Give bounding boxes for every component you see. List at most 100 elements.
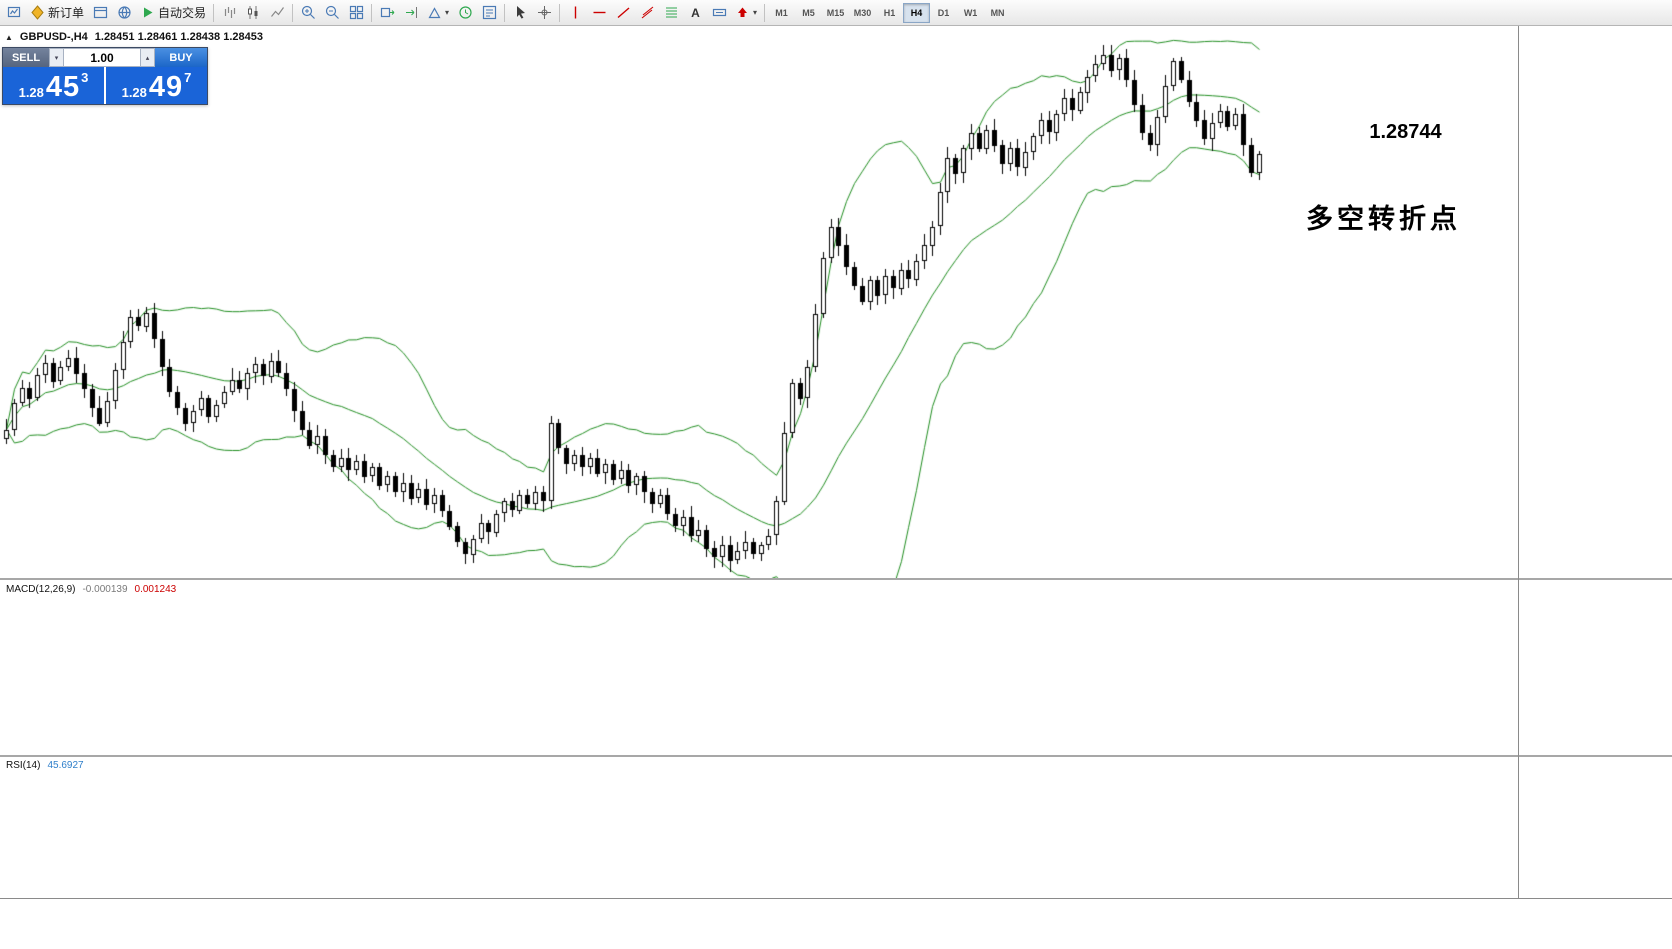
macd-name: MACD(12,26,9) [6,584,76,595]
arrowshape-icon [735,5,750,20]
chevron-down-icon: ▾ [54,54,59,62]
window-icon [93,5,108,20]
candlestick-mode-button[interactable] [241,2,265,24]
turning-point-text[interactable]: 多空转折点 [1306,204,1461,234]
timeframe-d1-button[interactable]: D1 [937,7,950,18]
rsi-panel-canvas[interactable] [0,757,1518,897]
chart-shift-button[interactable] [399,2,423,24]
channel-icon [640,5,655,20]
price-scale-border [1518,26,1519,899]
trendline-tool-button[interactable] [611,2,635,24]
panel-splitter-macd[interactable] [0,578,1672,580]
timeframe-m1-button[interactable]: M1 [775,7,788,18]
crosshair-icon [537,5,552,20]
toolbar-separator [559,3,561,22]
vertical-line-tool-button[interactable] [563,2,587,24]
buy-price-pip: 7 [184,70,192,85]
buy-button[interactable]: BUY [155,48,207,67]
zoom-in-button[interactable] [296,2,320,24]
play-icon [140,5,155,20]
timeframe-w1-button[interactable]: W1 [963,7,978,18]
chart-add-icon [7,5,22,20]
crosshair-button[interactable] [532,2,556,24]
bars-icon [222,5,237,20]
volume-up-button[interactable]: ▴ [140,48,155,67]
fibonacci-tool-button[interactable] [659,2,683,24]
data-window-button[interactable] [112,2,136,24]
sell-price-small: 1.28 [18,85,44,100]
linechart-icon [270,5,285,20]
vline-icon [568,5,583,20]
main-toolbar: 新订单 自动交易 ▾ A ▾ M1 M5 M15 M30 H1 H4 D1 W1 MN [0,0,1672,26]
zoom-out-button[interactable] [320,2,344,24]
new-chart-button[interactable] [2,2,26,24]
time-axis-line [0,898,1672,899]
sell-button[interactable]: SELL [3,48,49,67]
arrows-tool-button[interactable]: ▾ [731,2,761,24]
new-order-button[interactable]: 新订单 [26,2,88,24]
rsi-value: 45.6927 [47,760,84,771]
textA-icon: A [688,5,703,20]
text-label-tool-button[interactable] [707,2,731,24]
templates-button[interactable] [477,2,501,24]
zoomin-icon [301,5,316,20]
auto-scroll-button[interactable] [375,2,399,24]
macd-panel-canvas[interactable] [0,581,1518,754]
chevron-down-icon: ▾ [445,8,450,17]
cursor-icon [513,5,528,20]
tile-windows-button[interactable] [344,2,368,24]
text-tool-button[interactable]: A [683,2,707,24]
bar-chart-mode-button[interactable] [217,2,241,24]
timeframe-m5-button[interactable]: M5 [802,7,815,18]
volume-input[interactable] [64,48,140,67]
fibo-icon [664,5,679,20]
chart-ohlc-header: ▲ GBPUSD-,H4 1.28451 1.28461 1.28438 1.2… [5,31,263,43]
collapse-chart-icon[interactable]: ▲ [5,32,13,42]
cursor-button[interactable] [508,2,532,24]
clock-icon [458,5,473,20]
toolbar-separator [292,3,294,22]
objects-list-button[interactable]: ▾ [423,2,453,24]
template-icon [482,5,497,20]
timeframe-m30-button[interactable]: M30 [853,7,872,18]
autoscroll-icon [380,5,395,20]
timeframe-m15-button[interactable]: M15 [826,7,845,18]
autotrading-button[interactable]: 自动交易 [136,2,210,24]
sell-price-big: 45 [45,71,81,103]
timeframe-h4-button[interactable]: H4 [903,2,931,23]
periods-button[interactable] [453,2,477,24]
trend-icon [616,5,631,20]
chevron-up-icon: ▴ [145,54,150,62]
rsi-indicator-label: RSI(14) 45.6927 [6,760,84,771]
label-icon [712,5,727,20]
tile-icon [349,5,364,20]
autotrading-label: 自动交易 [158,6,207,20]
shift-icon [404,5,419,20]
trade-panel-prices: 1.28 45 3 1.28 49 7 [3,67,207,104]
price-callout-label[interactable]: 1.28744 [1357,119,1454,148]
timeframe-h1-button[interactable]: H1 [883,7,896,18]
highlight-rectangle[interactable] [1191,128,1268,141]
toolbar-separator [764,3,766,22]
sell-price-panel[interactable]: 1.28 45 3 [3,67,104,104]
globe-icon [117,5,132,20]
diamond-icon [30,5,45,20]
sell-price-pip: 3 [81,70,89,85]
panel-splitter-rsi[interactable] [0,755,1672,757]
timeframe-mn-button[interactable]: MN [990,7,1005,18]
svg-text:A: A [691,6,700,20]
horizontal-line-tool-button[interactable] [587,2,611,24]
ohlc-values: 1.28451 1.28461 1.28438 1.28453 [94,31,263,43]
macd-value-signal: 0.001243 [134,584,177,595]
price-chart-canvas[interactable] [0,26,1518,578]
buy-price-small: 1.28 [121,85,147,100]
candles-icon [246,5,261,20]
line-chart-mode-button[interactable] [265,2,289,24]
channel-tool-button[interactable] [635,2,659,24]
macd-indicator-label: MACD(12,26,9) -0.000139 0.001243 [6,584,176,595]
volume-down-button[interactable]: ▾ [49,48,64,67]
chart-window-button[interactable] [88,2,112,24]
buy-price-panel[interactable]: 1.28 49 7 [106,67,207,104]
